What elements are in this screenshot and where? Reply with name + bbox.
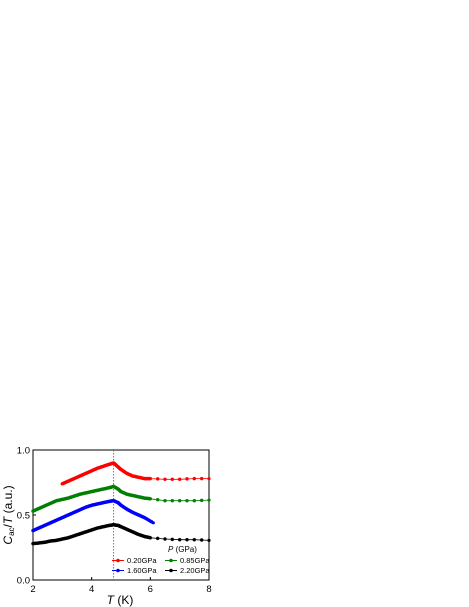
data-point [199,498,204,503]
y-axis-title-unit: (a.u.) [1,485,15,516]
legend-title: P (GPa) [168,545,197,554]
legend-title-unit: (GPa) [173,545,197,554]
data-point [148,497,153,501]
legend-swatch-marker [116,558,120,563]
data-point [170,477,175,482]
legend-label: 1.60GPa [127,566,157,575]
data-point [170,498,175,503]
y-axis-title-c: C [1,536,15,545]
x-tick-label: 8 [206,584,211,595]
data-point [207,538,211,543]
legend-swatch-marker [169,558,173,563]
x-tick-label: 4 [89,584,94,595]
legend: P (GPa) 0.20GPa 0.85GPa 1.60GPa 2.20GPa [112,545,210,575]
x-tick-label: 6 [148,584,153,595]
data-point [199,476,204,481]
data-point [177,537,182,542]
series-layer [31,461,211,546]
y-tick-label: 1.0 [17,446,30,457]
series-1.60GPa [31,498,155,533]
data-point [199,538,204,542]
data-point [148,536,153,540]
y-axis-title-sub: ac [7,527,16,535]
series-2.20GPa [31,523,211,546]
data-point [192,498,197,503]
y-axis-title-slash: / [1,523,15,527]
data-point [163,477,167,482]
data-point [207,477,211,481]
data-point [155,477,160,481]
legend-swatch-marker [169,568,173,573]
x-tick-label: 2 [30,584,35,595]
data-point [192,476,197,481]
x-axis-title-symbol: T [107,593,116,607]
legend-entry: 2.20GPa [165,566,210,575]
data-point [185,498,189,503]
legend-label: 0.20GPa [127,556,157,565]
series-0.85GPa [31,484,211,513]
data-point [163,537,167,541]
x-axis-title: T (K) [107,593,134,607]
series-0.20GPa [60,461,211,486]
data-point [155,536,160,541]
x-ticks: 2 4 6 8 [30,577,212,595]
data-point [177,498,182,503]
legend-entry: 0.20GPa [112,556,157,565]
data-point [155,497,160,502]
data-point [207,498,211,502]
legend-entries: 0.20GPa 0.85GPa 1.60GPa 2.20GPa [112,556,210,575]
legend-title-symbol: P [168,545,174,554]
data-point [148,476,153,481]
data-point [185,477,189,481]
data-point [185,537,189,542]
y-axis-title-t: T [1,515,15,524]
legend-label: 0.85GPa [180,556,210,565]
legend-swatch-marker [116,568,120,573]
legend-label: 2.20GPa [180,566,210,575]
data-point [163,498,167,503]
x-axis-title-unit: (K) [114,593,133,607]
data-point [170,537,175,542]
legend-entry: 1.60GPa [112,566,157,575]
y-tick-label: 0.5 [17,511,30,522]
data-point [192,537,197,542]
legend-entry: 0.85GPa [165,556,210,565]
y-ticks: 0.0 0.5 1.0 [17,446,36,587]
y-tick-label: 0.0 [17,576,30,587]
data-point [177,477,182,482]
plot-area: 2 4 6 8 0.0 0.5 1.0 [17,446,212,596]
y-axis-title: Cac/T (a.u.) [1,485,16,544]
data-point [151,521,155,525]
